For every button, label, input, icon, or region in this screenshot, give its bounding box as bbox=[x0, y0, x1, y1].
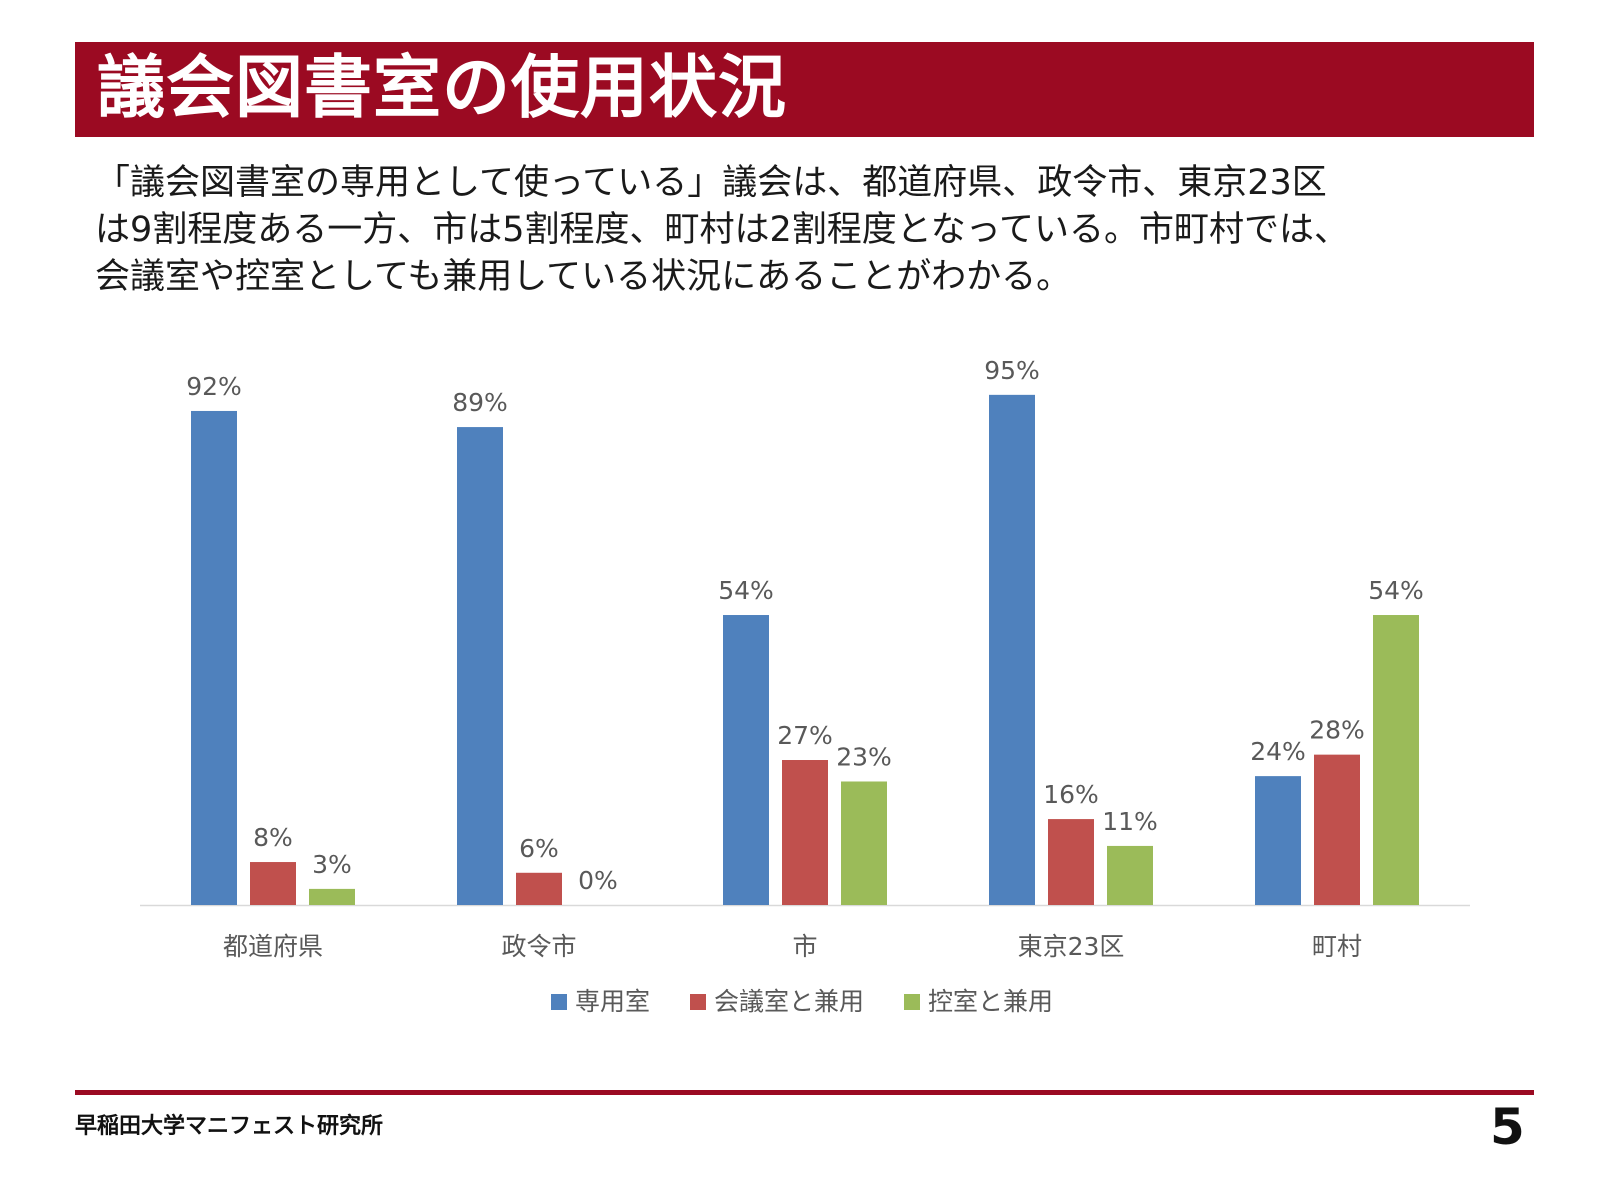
category-label: 政令市 bbox=[501, 932, 576, 961]
legend-swatch bbox=[690, 994, 706, 1010]
description-line-3: 会議室や控室としても兼用している状況にあることがわかる。 bbox=[95, 257, 1072, 297]
bar bbox=[516, 872, 562, 905]
legend-label: 控室と兼用 bbox=[928, 987, 1053, 1016]
bar bbox=[1107, 845, 1153, 905]
data-label: 11% bbox=[1102, 807, 1158, 836]
description-line-1: 「議会図書室の専用として使っている」議会は、都道府県、政令市、東京23区 bbox=[95, 163, 1327, 203]
category-label: 町村 bbox=[1312, 932, 1362, 961]
data-label: 6% bbox=[519, 834, 559, 863]
data-label: 23% bbox=[836, 742, 892, 771]
data-label: 28% bbox=[1309, 716, 1365, 745]
data-label: 54% bbox=[718, 576, 774, 605]
legend-swatch bbox=[904, 994, 920, 1010]
bar bbox=[1255, 776, 1301, 905]
legend-swatch bbox=[551, 994, 567, 1010]
category-label: 都道府県 bbox=[223, 932, 323, 961]
bar bbox=[1048, 819, 1094, 905]
description-line-2: は9割程度ある一方、市は5割程度、町村は2割程度となっている。市町村では、 bbox=[95, 210, 1350, 250]
bar bbox=[250, 862, 296, 905]
data-label: 92% bbox=[186, 372, 242, 401]
bar bbox=[723, 615, 769, 905]
slide-title: 議会図書室の使用状況 bbox=[97, 49, 788, 128]
bar bbox=[1314, 754, 1360, 905]
footer-line bbox=[75, 1090, 1534, 1095]
description: 「議会図書室の専用として使っている」議会は、都道府県、政令市、東京23区 は9割… bbox=[95, 160, 1545, 301]
category-label: 東京23区 bbox=[1018, 932, 1125, 961]
data-label: 89% bbox=[452, 388, 508, 417]
footer-text: 早稲田大学マニフェスト研究所 bbox=[75, 1114, 384, 1139]
bar bbox=[782, 760, 828, 905]
legend-label: 専用室 bbox=[575, 987, 650, 1016]
bar bbox=[1373, 615, 1419, 905]
bar bbox=[191, 410, 237, 905]
title-bar: 議会図書室の使用状況 bbox=[75, 42, 1534, 137]
data-label: 16% bbox=[1043, 780, 1099, 809]
data-label: 54% bbox=[1368, 576, 1424, 605]
data-label: 27% bbox=[777, 721, 833, 750]
legend-label: 会議室と兼用 bbox=[714, 987, 864, 1016]
data-label: 95% bbox=[984, 356, 1040, 385]
bar bbox=[841, 781, 887, 905]
data-label: 3% bbox=[312, 850, 352, 879]
data-label: 0% bbox=[578, 866, 618, 895]
bar bbox=[989, 394, 1035, 905]
bar bbox=[457, 427, 503, 905]
category-label: 市 bbox=[792, 932, 817, 961]
page-number: 5 bbox=[1490, 1098, 1525, 1156]
bar bbox=[309, 888, 355, 905]
data-label: 8% bbox=[253, 823, 293, 852]
data-label: 24% bbox=[1250, 737, 1306, 766]
